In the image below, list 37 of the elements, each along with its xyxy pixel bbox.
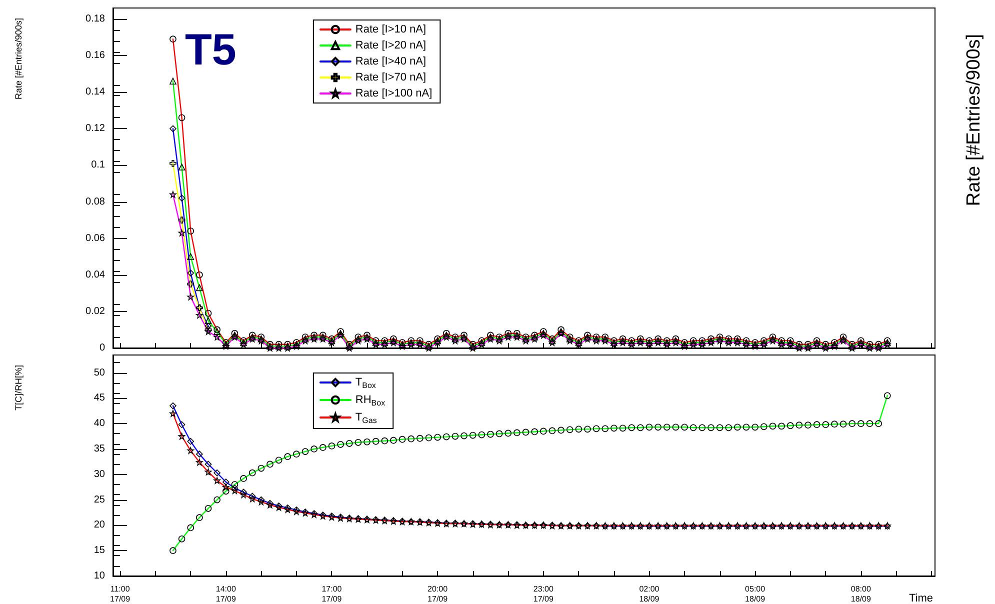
y2-axis-title: Rate [#Entries/900s] — [14, 18, 24, 100]
x-tick-label: 05:00 18/09 — [745, 584, 766, 604]
annotation: T5 — [185, 26, 236, 74]
x-tick-label: 17:00 17/09 — [322, 584, 342, 604]
y-tick-label: 0.08 — [86, 196, 106, 208]
y-tick-label: 35 — [94, 443, 106, 454]
y-tick-label: 0.06 — [86, 232, 106, 244]
y-tick-label: 45 — [94, 392, 106, 404]
y-tick-label: 50 — [94, 367, 106, 378]
x-tick-label: 08:00 18/09 — [850, 584, 872, 604]
x-tick-label: 11:00 17/09 — [110, 584, 131, 604]
legend-label: Rate [I>70 nA] — [355, 72, 426, 84]
legend-label: Rate [I>20 nA] — [355, 40, 426, 52]
y-tick-label: 25 — [94, 494, 106, 506]
legend-label: Rate [I>10 nA] — [355, 24, 426, 36]
x-tick-label: 14:00 17/09 — [216, 584, 236, 604]
legend-label: Rate [I>100 nA] — [355, 88, 432, 100]
x-tick-label: 20:00 17/09 — [428, 584, 448, 604]
x-tick-label: 23:00 17/09 — [533, 584, 554, 604]
y-tick-label: 15 — [94, 545, 106, 556]
y-tick-label: 0.18 — [86, 13, 106, 24]
y-axis-title: Rate [#Entries/900s] — [964, 34, 984, 206]
y-tick-label: 10 — [94, 570, 106, 582]
y-tick-label: 30 — [94, 468, 106, 480]
y-tick-label: 0.12 — [86, 123, 106, 134]
y-tick-label: 20 — [94, 520, 106, 531]
x-tick-label: 02:00 18/09 — [639, 584, 660, 604]
legend-label: Rate [I>40 nA] — [355, 56, 426, 68]
y-tick-label: 0.02 — [86, 306, 106, 317]
y-tick-label: 40 — [94, 418, 106, 430]
y-tick-label: 0 — [99, 342, 106, 354]
x-axis-title: Time — [908, 592, 934, 604]
y-tick-label: 0.16 — [86, 50, 106, 62]
y-axis-title: T[C]/RH[%] — [14, 365, 24, 411]
y-tick-label: 0.04 — [86, 269, 106, 280]
y-tick-label: 0.14 — [86, 86, 106, 98]
y-tick-label: 0.1 — [91, 160, 106, 171]
